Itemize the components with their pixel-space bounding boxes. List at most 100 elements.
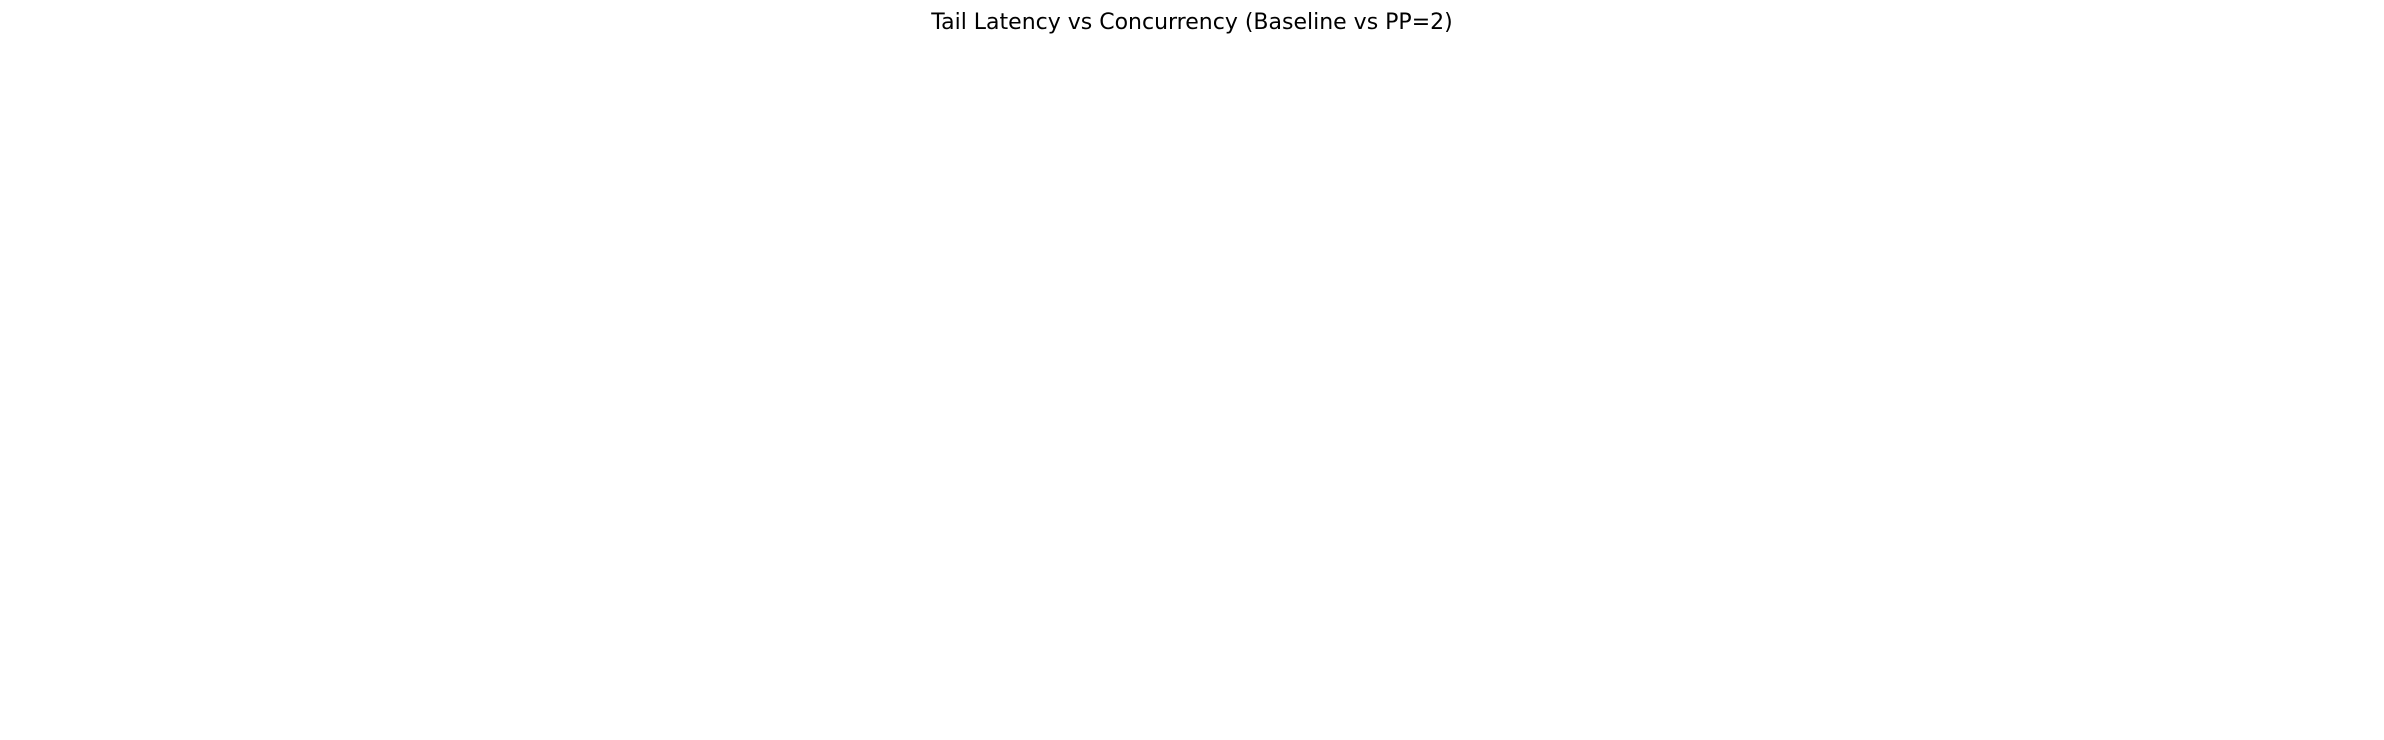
series-line-pp2: [937, 170, 1556, 637]
data-point-baseline: [1548, 125, 1562, 139]
data-point-baseline: [1920, 188, 1934, 202]
data-point-baseline: [2125, 151, 2139, 165]
y-tick-label: 10000: [63, 498, 117, 518]
data-point-pp2: [458, 594, 471, 608]
x-axis-label: Max concurrency: [392, 702, 537, 722]
y-tick-label: 180: [1649, 416, 1681, 436]
legend-marker: [1351, 626, 1365, 640]
legend-marker: [159, 125, 173, 139]
legend-box: [1697, 110, 1951, 184]
data-point-baseline: [1343, 125, 1357, 139]
y-tick-label: 200: [867, 272, 899, 292]
data-point-pp2: [2228, 218, 2242, 232]
y-tick-label: 200: [1649, 352, 1681, 372]
axes-frame: [1689, 102, 2370, 662]
x-tick-label: 150: [294, 670, 326, 690]
x-tick-label: 400: [2288, 670, 2320, 690]
x-tick-label: 50: [911, 670, 933, 690]
subplot-title: TPOT p99: [1195, 66, 1298, 90]
data-point-pp2: [765, 453, 779, 466]
legend-label: PP=2: [1394, 624, 1440, 644]
subplot-itl-p99: 50 100 150 200 250 300 350 400 120 140 160 180 200 22…: [1613, 66, 2370, 722]
subplot-ttft-p99: 50 100 150 200 250 300 350 400 5000 10000 15000 200…: [27, 66, 804, 722]
data-point-pp2: [1714, 629, 1728, 643]
y-tick-label: 5000: [74, 577, 117, 597]
data-point-baseline: [1035, 404, 1049, 418]
y-tick-label: 260: [1649, 162, 1681, 182]
subplot-tpot-p99: 50 100 150 200 250 300 350 400 50 100 150 200 250 TPO…: [831, 66, 1587, 722]
x-tick-label: 50: [129, 670, 151, 690]
x-tick-label: 150: [1077, 670, 1109, 690]
y-tick-label: 50: [877, 633, 899, 653]
series-line-baseline: [1719, 154, 2339, 633]
series-line-baseline: [156, 127, 773, 634]
x-tick-label: 250: [1248, 670, 1280, 690]
data-point-pp2: [2125, 121, 2139, 135]
x-tick-label: 300: [2116, 670, 2148, 690]
y-tick-label: 20000: [63, 342, 117, 362]
x-axis-label: Max concurrency: [1174, 702, 1319, 722]
data-point-pp2: [252, 618, 266, 632]
legend-marker: [1723, 156, 1737, 170]
data-point-pp2: [1548, 180, 1562, 194]
y-tick-label: 160: [1649, 479, 1681, 499]
x-tick-label: 400: [722, 670, 754, 690]
figure-title: Tail Latency vs Concurrency (Baseline vs…: [931, 10, 1453, 35]
y-tick-label: 30000: [63, 185, 117, 205]
legend: Baseline (no PP) PP=2: [1697, 110, 1951, 184]
legend: Baseline (no PP) PP=2: [133, 110, 387, 184]
x-tick-label: 200: [380, 670, 412, 690]
legend-label: Baseline (no PP): [202, 123, 340, 143]
x-axis-label: Max concurrency: [1957, 702, 2102, 722]
legend-label: PP=2: [1766, 154, 1812, 174]
data-point-pp2: [560, 557, 574, 571]
x-tick-label: 200: [1162, 670, 1194, 690]
y-tick-label: 15000: [63, 420, 117, 440]
x-tick-label: 100: [209, 670, 241, 690]
data-point-baseline: [150, 626, 164, 640]
legend-marker: [1351, 595, 1365, 609]
data-point-baseline: [663, 204, 677, 218]
data-point-pp2: [2023, 171, 2036, 185]
data-point-baseline: [932, 596, 946, 610]
data-point-baseline: [2228, 151, 2242, 165]
data-point-baseline: [355, 521, 369, 535]
y-tick-label: 35000: [63, 107, 117, 127]
x-tick-label: 300: [1334, 670, 1366, 690]
data-point-pp2: [150, 629, 164, 643]
x-tick-label: 400: [1505, 670, 1537, 690]
x-tick-label: 350: [2202, 670, 2234, 690]
legend-marker: [1723, 125, 1737, 139]
x-tick-label: 100: [991, 670, 1023, 690]
y-axis-label: TTFT p99 (ms): [27, 321, 47, 444]
legend: Baseline (no PP) PP=2: [1325, 580, 1579, 654]
y-tick-label: 220: [1649, 289, 1681, 309]
x-tick-label: 150: [1859, 670, 1891, 690]
legend-label: Baseline (no PP): [1766, 123, 1904, 143]
x-tick-label: 350: [636, 670, 668, 690]
data-point-baseline: [252, 604, 266, 618]
data-point-pp2: [1035, 522, 1049, 536]
x-tick-label: 250: [465, 670, 497, 690]
legend-box: [133, 110, 387, 184]
y-tick-label: 100: [867, 513, 899, 533]
axes-frame: [907, 102, 1587, 662]
y-tick-label: 250: [867, 152, 899, 172]
series-line-pp2: [156, 458, 773, 637]
data-point-pp2: [663, 517, 677, 531]
data-point-pp2: [1240, 166, 1254, 180]
subplot-title: TTFT p99: [415, 66, 513, 90]
data-point-baseline: [1240, 122, 1254, 136]
x-tick-label: 200: [1945, 670, 1977, 690]
y-tick-label: 140: [1649, 542, 1681, 562]
data-point-pp2: [1137, 332, 1151, 346]
series-line-baseline: [937, 127, 1556, 604]
subplot-title: ITL p99: [1991, 66, 2068, 90]
y-tick-label: 240: [1649, 225, 1681, 245]
data-point-pp2: [1920, 260, 1934, 274]
y-tick-label: 150: [867, 392, 899, 412]
y-tick-label: 25000: [63, 263, 117, 283]
x-tick-label: 100: [1773, 670, 1805, 690]
data-point-baseline: [560, 317, 574, 331]
axes-frame: [125, 102, 804, 662]
